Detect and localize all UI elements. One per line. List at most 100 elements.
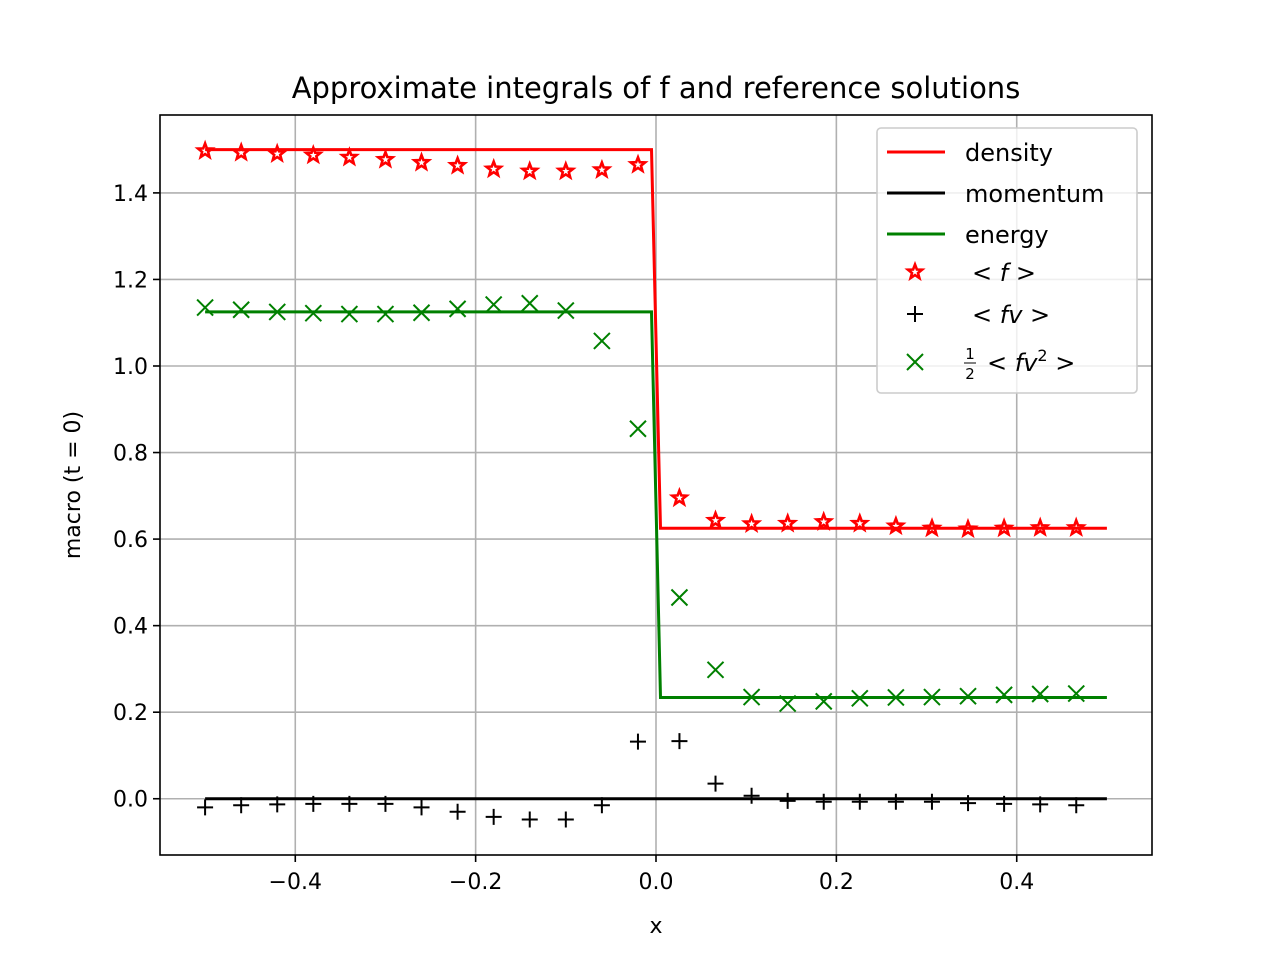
data-point-plus [629,733,646,750]
data-point-cross [1031,685,1049,703]
legend-label: < fv2 > [987,346,1075,377]
data-point-cross [1067,684,1085,703]
data-point-star [591,158,613,179]
x-axis-label: x [649,914,662,939]
data-point-cross [557,301,575,320]
data-point-cross [995,686,1013,704]
data-point-plus [485,808,502,825]
data-point-plus [269,796,286,813]
data-point-star [338,146,361,167]
data-point-cross [778,694,797,713]
data-point-plus [593,797,610,814]
data-point-star [374,148,397,169]
data-point-plus [341,795,358,812]
data-point-star [921,517,943,538]
data-point-cross [484,295,503,314]
data-point-plus [815,793,832,810]
data-point-cross [887,688,905,707]
data-point-cross [304,304,323,322]
data-point-plus [377,795,394,812]
data-point-star [740,512,763,533]
data-point-star [957,517,979,539]
legend-label: < fv > [972,301,1050,329]
legend-marker-star [904,260,926,282]
data-point-plus [996,795,1013,812]
data-point-cross [376,305,395,323]
legend-label: energy [965,221,1049,249]
data-point-cross [268,303,286,321]
data-point-star [266,142,288,163]
data-point-plus [779,792,796,809]
data-point-cross [670,588,689,607]
legend-marker-cross [906,353,924,371]
data-point-star [849,512,871,533]
data-point-cross [959,687,977,705]
y-tick-label: 0.6 [113,528,148,553]
data-point-star [1065,516,1087,537]
legend-label: momentum [965,180,1104,208]
x-tick-label: 0.0 [639,870,674,895]
y-tick-label: 0.4 [113,615,148,640]
data-point-star [410,151,433,172]
legend-frac-numerator: 1 [965,345,975,363]
data-point-star [519,160,541,181]
data-point-plus [413,799,430,816]
data-point-cross [815,692,833,711]
data-point-cross [340,305,359,323]
x-tick-label: 0.2 [819,870,854,895]
data-point-star [194,139,216,160]
y-tick-label: 1.0 [113,355,148,380]
data-point-plus [923,793,940,810]
data-point-cross [629,420,647,438]
data-point-star [993,517,1015,538]
data-point-cross [448,300,467,318]
axis-ticks: −0.4 −0.2 0.0 0.2 0.4 0.0 0.2 0.4 0.6 0.8 1.0 1.2 1.… [113,182,1034,895]
x-tick-label: 0.4 [999,870,1034,895]
data-point-star [813,510,835,531]
series-line-energy [205,310,1107,699]
data-point-plus [960,795,977,812]
series-line-density [205,148,1107,530]
x-tick-label: −0.2 [449,870,502,895]
data-point-star [627,153,649,174]
data-point-star [230,141,252,162]
data-point-plus [1068,797,1085,814]
legend: density momentum energy < f > < fv > < fv2 > 1… [876,127,1138,394]
data-point-star [776,512,799,533]
data-point-plus [707,775,724,792]
legend-label: < f > [972,259,1036,287]
y-tick-label: 0.8 [113,442,148,467]
data-point-cross [923,688,941,706]
data-point-star [704,509,727,530]
y-axis-label: macro (t = 0) [61,411,86,559]
data-point-cross [521,294,539,312]
data-point-star [885,514,907,536]
data-point-cross [706,661,725,679]
data-point-star [555,160,577,181]
data-point-plus [557,811,574,828]
data-point-plus [671,733,688,750]
data-point-star [1029,516,1051,537]
data-point-cross [593,332,611,350]
legend-label: density [965,139,1053,167]
plot-area [194,139,1107,828]
data-point-plus [233,797,250,814]
y-tick-label: 1.2 [113,268,148,293]
data-point-plus [743,787,760,804]
data-point-star [302,143,324,165]
data-point-cross [412,304,431,322]
data-point-cross [232,301,250,319]
data-point-star [668,486,691,508]
data-point-plus [1032,796,1049,813]
data-point-cross [851,689,869,708]
data-point-plus [305,795,322,812]
data-point-plus [449,803,466,820]
data-point-plus [197,799,214,816]
chart-title: Approximate integrals of f and reference… [292,71,1021,105]
data-point-cross [196,298,214,317]
y-tick-label: 0.0 [113,788,148,813]
legend-frac-denominator: 2 [965,365,975,383]
data-point-plus [887,793,904,810]
data-point-star [446,154,469,175]
